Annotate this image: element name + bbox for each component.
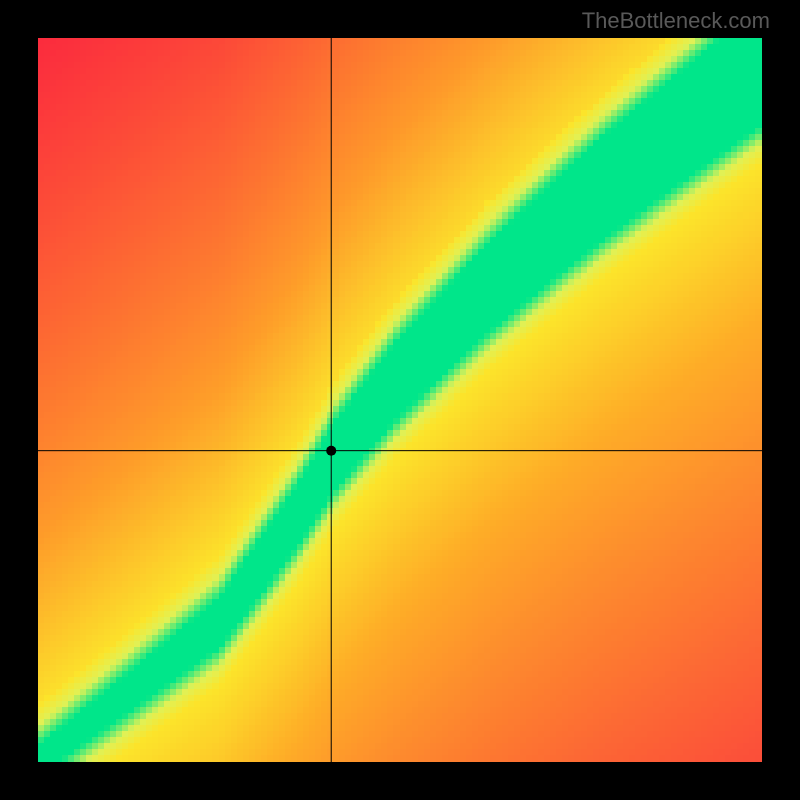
watermark-text: TheBottleneck.com — [582, 8, 770, 34]
heatmap-canvas — [38, 38, 762, 762]
plot-area — [38, 38, 762, 762]
chart-container: TheBottleneck.com — [0, 0, 800, 800]
